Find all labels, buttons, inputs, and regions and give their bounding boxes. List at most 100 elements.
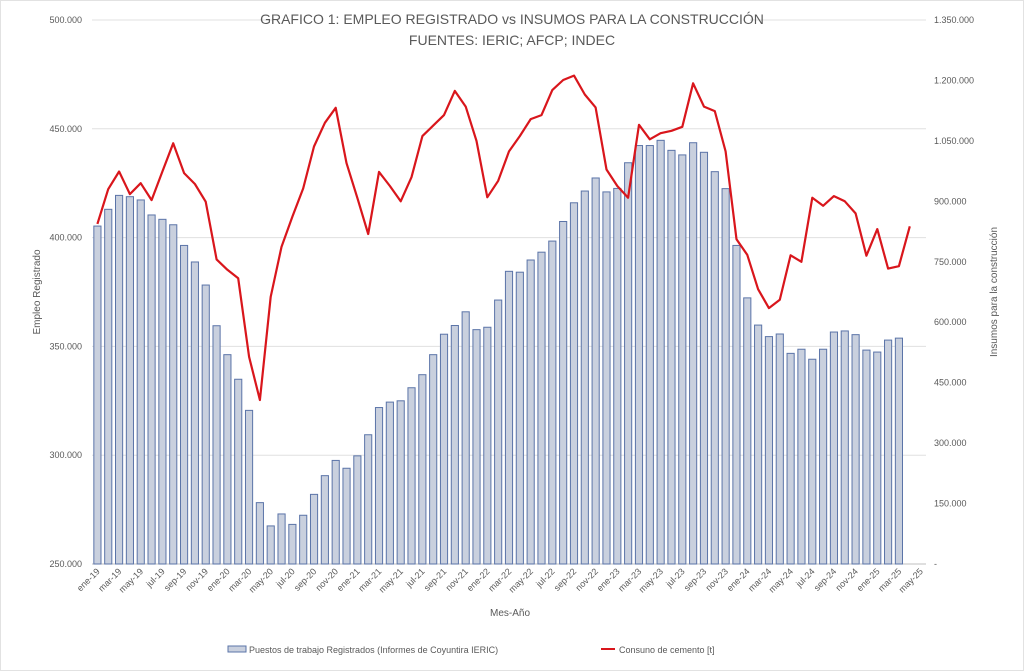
bar [645,145,654,565]
bar [569,202,579,565]
bar [472,329,481,565]
bar [299,514,308,565]
title-background [278,10,750,28]
x-tick-label: nov-23 [703,566,730,593]
bar [190,261,199,565]
bar [461,311,470,565]
bar [288,523,297,565]
x-tick-label: nov-19 [184,566,211,593]
chart-subtitle: FUENTES: IERIC; AFCP; INDEC [409,32,615,48]
bar [494,299,503,565]
bar [331,459,340,565]
left-tick-label: 250.000 [49,559,82,569]
bar [667,149,676,565]
bar [429,354,438,565]
bar [743,297,752,565]
bar [808,358,817,565]
bar [797,348,806,565]
right-tick-label: - [934,559,937,569]
bar [689,142,698,565]
legend: Puestos de trabajo Registrados (Informes… [227,645,715,655]
bar [862,349,871,565]
bar [819,348,828,565]
bar [212,325,221,565]
right-tick-label: 600.000 [934,317,967,327]
bar [678,154,687,565]
bar [104,208,113,565]
bar [439,333,449,565]
bar [115,194,124,565]
bar [309,493,319,565]
bar [136,199,145,565]
left-tick-label: 350.000 [49,341,82,351]
bar [840,330,849,565]
left-axis-label: Empleo Registrado [32,249,43,334]
left-axis-ticks: 250.000 300.000 350.000 400.000 450.000 500.0… [49,15,82,569]
right-tick-label: 750.000 [934,257,967,267]
bar [894,337,903,565]
bar [884,339,893,565]
x-tick-label: may-25 [897,566,925,594]
bar [158,218,167,565]
bar [613,187,622,565]
x-tick-label: sep-20 [292,566,319,593]
bar [396,400,405,565]
bar [255,502,264,565]
bar [775,333,784,565]
x-tick-label: sep-21 [422,566,449,593]
x-axis-label: Mes-Año [490,608,530,619]
x-tick-label: sep-24 [812,566,839,593]
legend-line-label: Consuno de cemento [t] [619,645,715,655]
x-tick-label: may-21 [377,566,405,594]
right-tick-label: 1.050.000 [934,136,974,146]
bar [515,271,524,565]
bar [244,409,254,565]
bar [873,351,882,565]
x-tick-label: may-22 [507,566,535,594]
bar [526,259,535,565]
bar [602,191,611,565]
bar [450,325,459,565]
bar [483,326,492,565]
bar [179,244,189,565]
bar [385,401,394,565]
bar [559,220,568,565]
x-tick-label: may-24 [767,566,795,594]
bar [353,455,362,565]
right-axis-ticks: - 150.000 300.000 450.000 600.000 750.000 900.… [934,15,974,569]
bar [407,387,416,565]
x-tick-label: may-19 [117,566,145,594]
bar [147,214,156,565]
x-tick-label: may-20 [247,566,275,594]
left-tick-label: 500.000 [49,15,82,25]
legend-bar-label: Puestos de trabajo Registrados (Informes… [249,645,498,655]
cement-line [96,74,911,402]
bar [732,244,741,565]
bar [537,251,546,565]
right-tick-label: 1.200.000 [934,75,974,85]
bar [266,525,275,565]
bar [656,139,665,565]
x-tick-label: nov-22 [574,566,601,593]
bar-series [93,139,903,565]
right-tick-label: 450.000 [934,378,967,388]
bar [580,190,589,565]
bar [699,151,709,565]
bar [342,467,351,565]
x-tick-label: sep-19 [162,566,189,593]
bar [624,162,633,565]
bar [504,270,514,565]
left-tick-label: 400.000 [49,233,82,243]
bar [223,354,232,565]
bar [364,434,373,565]
bar [786,352,795,565]
right-tick-label: 150.000 [934,499,967,509]
right-axis-label: Insumos para la construcción [989,227,1000,357]
bar [721,188,730,565]
right-tick-label: 300.000 [934,438,967,448]
bar [710,171,719,565]
left-tick-label: 300.000 [49,450,82,460]
bar [764,336,774,565]
